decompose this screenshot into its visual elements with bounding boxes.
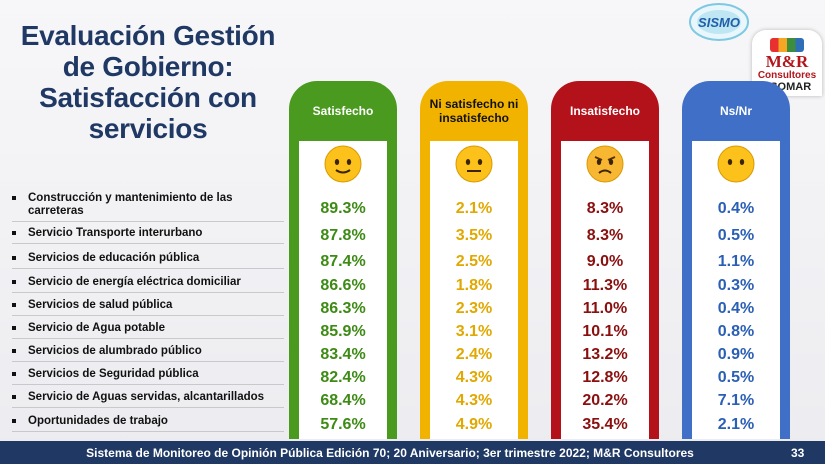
slightly-smiling-face-icon [324,145,362,183]
value-cell: 0.4% [717,300,755,317]
value-cell: 8.3% [586,227,624,244]
column-card-insatisfecho: Insatisfecho [551,81,659,439]
value-cell: 12.8% [582,369,628,386]
slide-title: Evaluación Gestión de Gobierno: Satisfac… [20,20,276,144]
service-label: Oportunidades de trabajo [28,415,168,427]
bullet-icon [12,196,16,200]
service-list-item: Servicios de educación pública [12,252,284,269]
value-cell: 0.3% [717,277,755,294]
bullet-icon [12,326,16,330]
bullet-icon [12,372,16,376]
bullet-icon [12,231,16,235]
value-cell: 20.2% [582,392,628,409]
bullet-icon [12,349,16,353]
sismo-logo: SISMO [689,3,749,41]
footer-text: Sistema de Monitoreo de Opinión Pública … [86,446,694,460]
value-cell: 89.3% [320,200,366,217]
column-card-body [299,141,387,439]
column-header-satisfecho: Satisfecho [312,104,374,118]
value-cell: 2.1% [455,200,493,217]
column-card-body [692,141,780,439]
value-cell: 68.4% [320,392,366,409]
service-list-item: Servicios de salud pública [12,299,284,316]
bullet-icon [12,303,16,307]
column-card-ni: Ni satisfecho ni insatisfecho [420,81,528,439]
sismo-logo-text: SISMO [698,15,740,30]
column-header-nsnr: Ns/Nr [719,104,752,118]
value-cell: 2.3% [455,300,493,317]
angry-face-icon [586,145,624,183]
value-cell: 13.2% [582,346,628,363]
value-cell: 0.5% [717,369,755,386]
bullet-icon [12,395,16,399]
value-cell: 4.3% [455,392,493,409]
value-cell: 85.9% [320,323,366,340]
service-label: Servicio de energía eléctrica domiciliar [28,276,241,288]
service-label: Construcción y mantenimiento de las carr… [28,192,233,217]
value-cell: 86.6% [320,277,366,294]
column-header-insatisfecho: Insatisfecho [569,104,641,118]
value-cell: 82.4% [320,369,366,386]
value-cell: 3.5% [455,227,493,244]
value-cell: 1.1% [717,253,755,270]
value-cell: 11.0% [582,300,628,317]
value-cell: 86.3% [320,300,366,317]
value-cell: 87.8% [320,227,366,244]
service-list-item: Servicio de Agua potable [12,322,284,339]
value-cell: 1.8% [455,277,493,294]
value-cell: 35.4% [582,416,628,433]
value-cell: 4.9% [455,416,493,433]
value-cell: 0.8% [717,323,755,340]
service-list-item: Construcción y mantenimiento de las carr… [12,192,284,222]
service-list-item: Servicios de alumbrado público [12,345,284,362]
column-card-body [561,141,649,439]
value-cell: 2.1% [717,416,755,433]
logo-consultores-text: Consultores [757,70,817,81]
service-list-item: Servicio de Aguas servidas, alcantarilla… [12,391,284,408]
service-label: Servicio de Aguas servidas, alcantarilla… [28,391,265,403]
value-cell: 57.6% [320,416,366,433]
service-label: Servicios de salud pública [28,299,173,311]
service-label: Servicios de alumbrado público [28,345,202,357]
value-cell: 3.1% [455,323,493,340]
column-card-body [430,141,518,439]
service-list-item: Servicio de energía eléctrica domiciliar [12,276,284,293]
value-cell: 87.4% [320,253,366,270]
footer-bar [0,441,825,464]
service-label: Servicios de Seguridad pública [28,368,199,380]
service-label: Servicio Transporte interurbano [28,227,203,239]
page-number: 33 [791,446,805,460]
value-cell: 11.3% [582,277,628,294]
logo-color-bar [770,38,804,52]
service-label: Servicio de Agua potable [28,322,165,334]
value-cell: 2.4% [455,346,493,363]
value-cell: 0.9% [717,346,755,363]
value-cell: 83.4% [320,346,366,363]
service-list-item: Oportunidades de trabajo [12,415,284,432]
value-cell: 2.5% [455,253,493,270]
bullet-icon [12,419,16,423]
service-list-item: Servicio Transporte interurbano [12,227,284,244]
column-card-nsnr: Ns/Nr [682,81,790,439]
value-cell: 7.1% [717,392,755,409]
bullet-icon [12,256,16,260]
value-cell: 8.3% [586,200,624,217]
face-without-mouth-icon [717,145,755,183]
bullet-icon [12,280,16,284]
value-cell: 0.5% [717,227,755,244]
logo-mr-text: M&R [765,52,809,71]
column-card-satisfecho: Satisfecho [289,81,397,439]
value-cell: 4.3% [455,369,493,386]
value-cell: 0.4% [717,200,755,217]
service-label: Servicios de educación pública [28,252,200,264]
service-list-item: Servicios de Seguridad pública [12,368,284,385]
value-cell: 10.1% [582,323,628,340]
neutral-face-icon [455,145,493,183]
value-cell: 9.0% [586,253,624,270]
column-header-ni: Ni satisfecho ni insatisfecho [429,97,519,125]
